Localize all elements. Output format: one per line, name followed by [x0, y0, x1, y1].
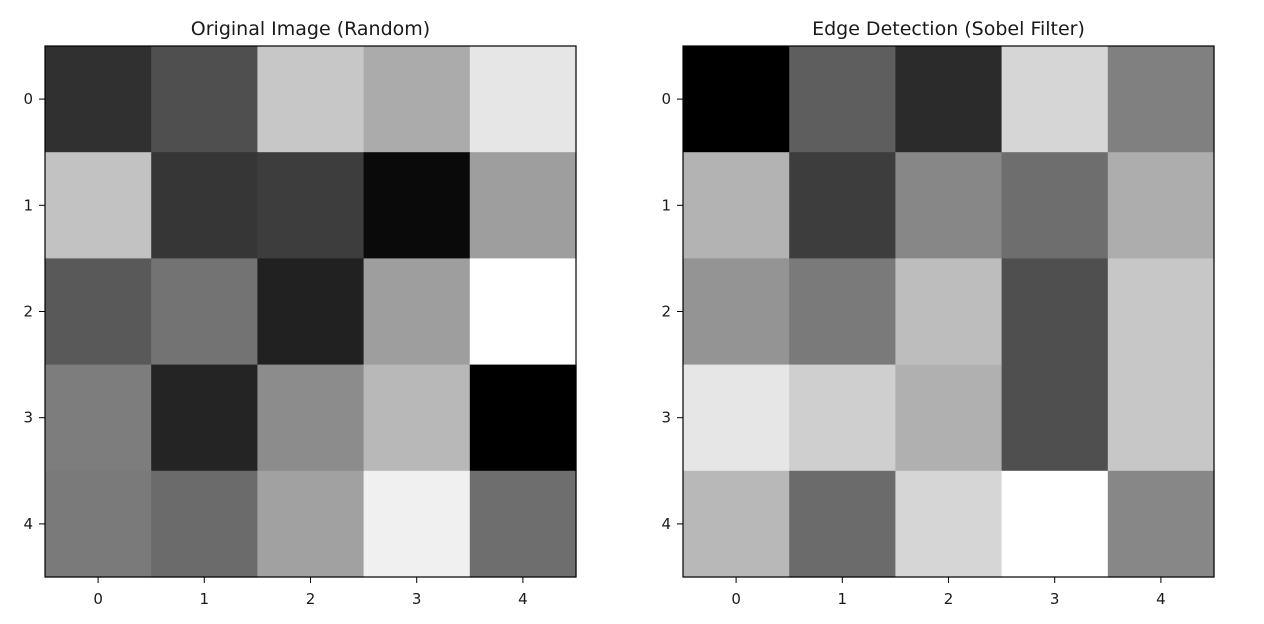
edge-detection-title: Edge Detection (Sobel Filter): [812, 18, 1085, 40]
original-image-cell-0-3: [363, 46, 471, 153]
original-image-cell-0-4: [469, 46, 577, 153]
edge-detection-cell-3-3: [1001, 364, 1109, 472]
original-image-cell-2-1: [151, 258, 258, 366]
edge-detection-cell-2-4: [1107, 258, 1215, 366]
original-image-cell-0-2: [257, 46, 365, 153]
original-image-cell-3-3: [363, 364, 471, 472]
edge-detection-y-tick-label-4: 4: [661, 515, 671, 533]
edge-detection-cell-4-3: [1001, 470, 1109, 578]
original-image-ticks: 0 1 2 3 4 0 1 2 3 4: [23, 90, 527, 608]
original-image-cell-4-1: [151, 470, 258, 578]
original-image-title: Original Image (Random): [191, 18, 430, 40]
original-image-cell-1-2: [257, 152, 365, 259]
edge-detection-y-tick-label-0: 0: [661, 90, 671, 108]
edge-detection-cell-1-0: [683, 152, 790, 259]
original-image-x-tick-label-2: 2: [306, 590, 316, 608]
edge-detection-cell-4-4: [1107, 470, 1215, 578]
edge-detection-cell-0-3: [1001, 46, 1109, 153]
edge-detection-cell-0-4: [1107, 46, 1215, 153]
original-image-y-tick-label-1: 1: [23, 196, 33, 214]
edge-detection-cell-0-0: [683, 46, 790, 153]
edge-detection-cell-3-0: [683, 364, 790, 472]
edge-detection-x-tick-label-1: 1: [838, 590, 848, 608]
edge-detection-cell-4-0: [683, 470, 790, 578]
edge-detection-cell-4-1: [789, 470, 896, 578]
original-image-cell-2-0: [45, 258, 152, 366]
original-image-cells: [45, 46, 577, 578]
original-image-y-tick-label-4: 4: [23, 515, 33, 533]
original-image-cell-2-2: [257, 258, 365, 366]
original-image-cell-2-3: [363, 258, 471, 366]
edge-detection-cell-2-3: [1001, 258, 1109, 366]
edge-detection-cell-3-1: [789, 364, 896, 472]
original-image-cell-2-4: [469, 258, 577, 366]
edge-detection-y-tick-label-3: 3: [661, 409, 671, 427]
edge-detection-x-tick-label-0: 0: [731, 590, 741, 608]
original-image-cell-0-1: [151, 46, 258, 153]
edge-detection-cell-3-2: [895, 364, 1003, 472]
edge-detection-ticks: 0 1 2 3 4 0 1 2 3 4: [661, 90, 1165, 608]
original-image-cell-1-1: [151, 152, 258, 259]
edge-detection-cells: [683, 46, 1215, 578]
edge-detection-cell-2-2: [895, 258, 1003, 366]
edge-detection-y-tick-label-1: 1: [661, 196, 671, 214]
original-image-cell-4-4: [469, 470, 577, 578]
edge-detection-cell-4-2: [895, 470, 1003, 578]
original-image-cell-1-0: [45, 152, 152, 259]
edge-detection-x-tick-label-2: 2: [944, 590, 954, 608]
edge-detection-cell-1-2: [895, 152, 1003, 259]
original-image-cell-3-0: [45, 364, 152, 472]
original-image-cell-4-2: [257, 470, 365, 578]
original-image-x-tick-label-1: 1: [200, 590, 210, 608]
edge-detection-cell-1-4: [1107, 152, 1215, 259]
edge-detection-y-tick-label-2: 2: [661, 303, 671, 321]
edge-detection-panel: Edge Detection (Sobel Filter) 0 1 2 3 4 0 1 2 3 4: [661, 18, 1215, 608]
original-image-cell-3-2: [257, 364, 365, 472]
original-image-y-tick-label-3: 3: [23, 409, 33, 427]
original-image-cell-4-0: [45, 470, 152, 578]
original-image-x-tick-label-4: 4: [518, 590, 528, 608]
edge-detection-x-tick-label-3: 3: [1050, 590, 1060, 608]
original-image-cell-0-0: [45, 46, 152, 153]
original-image-y-tick-label-2: 2: [23, 303, 33, 321]
original-image-x-tick-label-3: 3: [412, 590, 422, 608]
edge-detection-cell-3-4: [1107, 364, 1215, 472]
edge-detection-cell-1-1: [789, 152, 896, 259]
edge-detection-cell-0-2: [895, 46, 1003, 153]
original-image-cell-1-3: [363, 152, 471, 259]
original-image-cell-3-1: [151, 364, 258, 472]
original-image-cell-3-4: [469, 364, 577, 472]
edge-detection-cell-2-0: [683, 258, 790, 366]
original-image-x-tick-label-0: 0: [93, 590, 103, 608]
edge-detection-cell-0-1: [789, 46, 896, 153]
original-image-panel: Original Image (Random) 0 1 2 3 4 0 1 2 3 4: [23, 18, 577, 608]
original-image-cell-1-4: [469, 152, 577, 259]
edge-detection-cell-1-3: [1001, 152, 1109, 259]
edge-detection-cell-2-1: [789, 258, 896, 366]
edge-detection-x-tick-label-4: 4: [1156, 590, 1166, 608]
original-image-cell-4-3: [363, 470, 471, 578]
original-image-y-tick-label-0: 0: [23, 90, 33, 108]
